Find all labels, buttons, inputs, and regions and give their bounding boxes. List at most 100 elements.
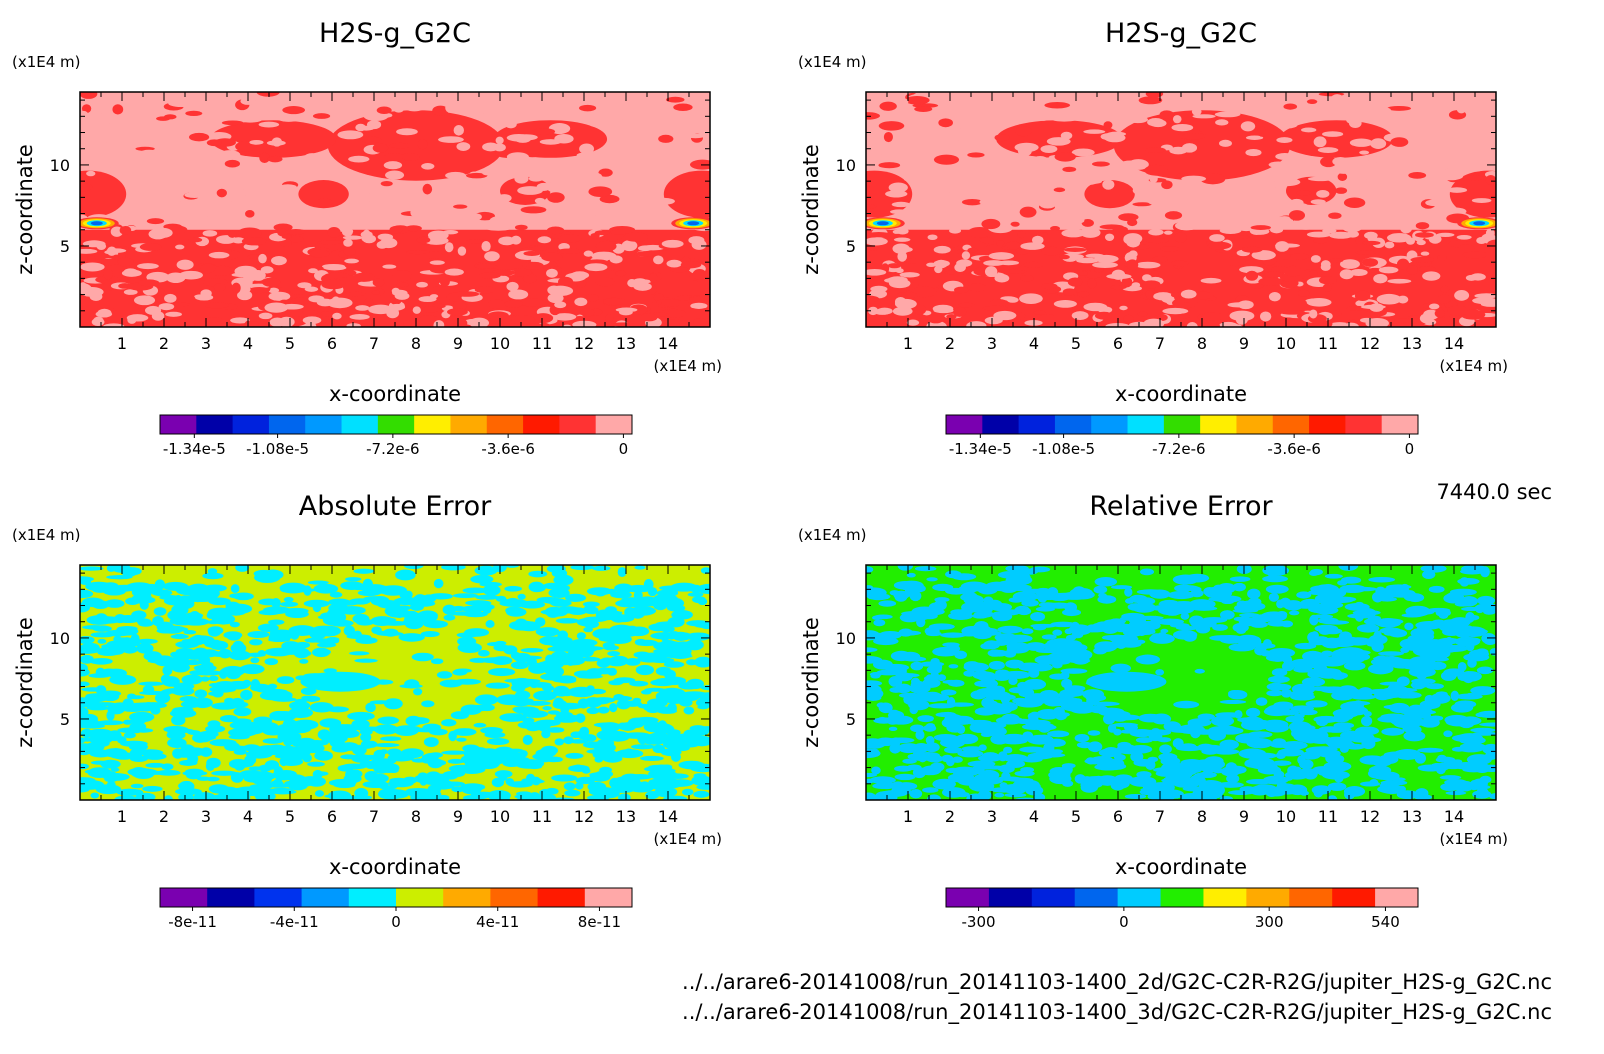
heatmap-cell: [170, 651, 179, 658]
heatmap-cell: [1281, 688, 1292, 698]
heatmap-cell: [1448, 146, 1475, 156]
heatmap-cell: [1001, 713, 1020, 724]
heatmap-cell: [344, 258, 359, 264]
heatmap-cell: [1135, 261, 1161, 269]
heatmap-cell: [1439, 775, 1462, 780]
heatmap-cell: [159, 594, 180, 601]
y-tick-label: 5: [846, 710, 856, 729]
heatmap-cell: [866, 269, 887, 276]
heatmap-cell: [1066, 204, 1076, 212]
heatmap-cell: [534, 719, 561, 727]
heatmap-cell: [1377, 596, 1397, 602]
heatmap-cell: [1232, 582, 1246, 592]
heatmap-cell: [135, 146, 155, 151]
heatmap-cell: [452, 593, 479, 599]
heatmap-cell: [346, 323, 361, 327]
heatmap-cell: [389, 225, 403, 234]
colorbar-tick-label: -1.08e-5: [246, 440, 309, 458]
heatmap-cell: [112, 104, 124, 115]
heatmap-cell: [418, 296, 437, 303]
x-tick-label: 7: [1155, 807, 1165, 826]
heatmap-cell: [1169, 623, 1190, 628]
heatmap-cell: [597, 706, 610, 714]
heatmap-cell: [656, 589, 679, 597]
heatmap-cell: [914, 106, 933, 112]
heatmap-cell: [615, 749, 644, 759]
heatmap-cell: [978, 769, 1000, 781]
heatmap-cell: [495, 595, 507, 602]
heatmap-cell: [1435, 764, 1446, 775]
heatmap-cell: [205, 725, 226, 733]
heatmap-cell: [593, 742, 616, 754]
heatmap-cell: [1098, 593, 1107, 598]
heatmap-cell: [268, 633, 286, 642]
colorbar-tick-label: 540: [1371, 913, 1400, 931]
heatmap-cell: [1028, 714, 1039, 725]
heatmap-cell: [1468, 649, 1489, 659]
heatmap-cell: [1408, 704, 1424, 714]
heatmap-cell: [872, 783, 893, 789]
heatmap-cell: [441, 719, 457, 727]
heatmap-cell: [1406, 265, 1418, 275]
heatmap-cell: [302, 753, 312, 763]
heatmap-cell: [602, 641, 615, 649]
heatmap-cell: [1373, 655, 1389, 665]
heatmap-cell: [285, 229, 307, 235]
heatmap-cell: [374, 724, 399, 735]
heatmap-cell: [493, 143, 506, 152]
heatmap-cell: [486, 737, 510, 746]
heatmap-cell: [633, 590, 643, 600]
heatmap-cell: [324, 272, 350, 279]
heatmap-cell: [1014, 607, 1027, 614]
heatmap-cell: [1123, 314, 1135, 323]
heatmap-cell: [982, 305, 1008, 311]
heatmap-cell: [1420, 720, 1436, 728]
heatmap-cell: [1462, 251, 1488, 259]
heatmap-cell: [534, 197, 546, 204]
heatmap-cell: [1332, 157, 1349, 166]
heatmap-cell: [1044, 102, 1071, 109]
heatmap-cell: [235, 141, 257, 152]
heatmap-cell: [1113, 778, 1130, 789]
heatmap-cell: [583, 617, 598, 624]
heatmap-cell: [253, 716, 273, 725]
heatmap-cell: [146, 218, 165, 225]
heatmap-cell: [994, 134, 1010, 142]
heatmap-cell: [298, 743, 325, 754]
colorbar-swatch: [559, 415, 597, 434]
x-tick-label: 6: [327, 807, 337, 826]
heatmap-cell: [1157, 737, 1172, 743]
heatmap-cell: [1316, 190, 1330, 198]
heatmap-cell: [546, 727, 565, 733]
colorbar-swatch: [1117, 888, 1162, 907]
heatmap-cell: [893, 590, 910, 600]
heatmap-cell: [80, 654, 94, 664]
heatmap-cell: [206, 757, 221, 769]
x-tick-label: 9: [453, 807, 463, 826]
heatmap-cell: [634, 565, 646, 570]
heatmap-cell: [999, 782, 1008, 789]
heatmap-cell: [974, 166, 994, 172]
heatmap-cell: [1174, 232, 1187, 243]
heatmap-cell: [90, 760, 110, 765]
heatmap-cell: [540, 659, 565, 669]
heatmap-cell: [311, 638, 332, 643]
x-tick-label: 5: [1071, 807, 1081, 826]
heatmap-cell: [1149, 633, 1175, 644]
heatmap-cell: [1368, 576, 1396, 583]
heatmap-cell: [917, 715, 934, 722]
heatmap-cell: [946, 723, 965, 733]
heatmap-cell: [297, 92, 308, 97]
heatmap-cell: [1064, 640, 1083, 650]
heatmap-cell: [1269, 226, 1284, 234]
heatmap-cell: [211, 613, 236, 625]
heatmap-cell: [866, 655, 883, 664]
colorbar-swatch: [1345, 415, 1383, 434]
heatmap-cell: [1128, 616, 1147, 625]
heatmap-cell: [420, 630, 440, 638]
heatmap-cell: [892, 243, 910, 254]
heatmap-cell: [1164, 211, 1183, 220]
heatmap-cell: [996, 580, 1017, 591]
heatmap-cell: [1405, 237, 1415, 245]
heatmap-cell: [1245, 135, 1264, 140]
